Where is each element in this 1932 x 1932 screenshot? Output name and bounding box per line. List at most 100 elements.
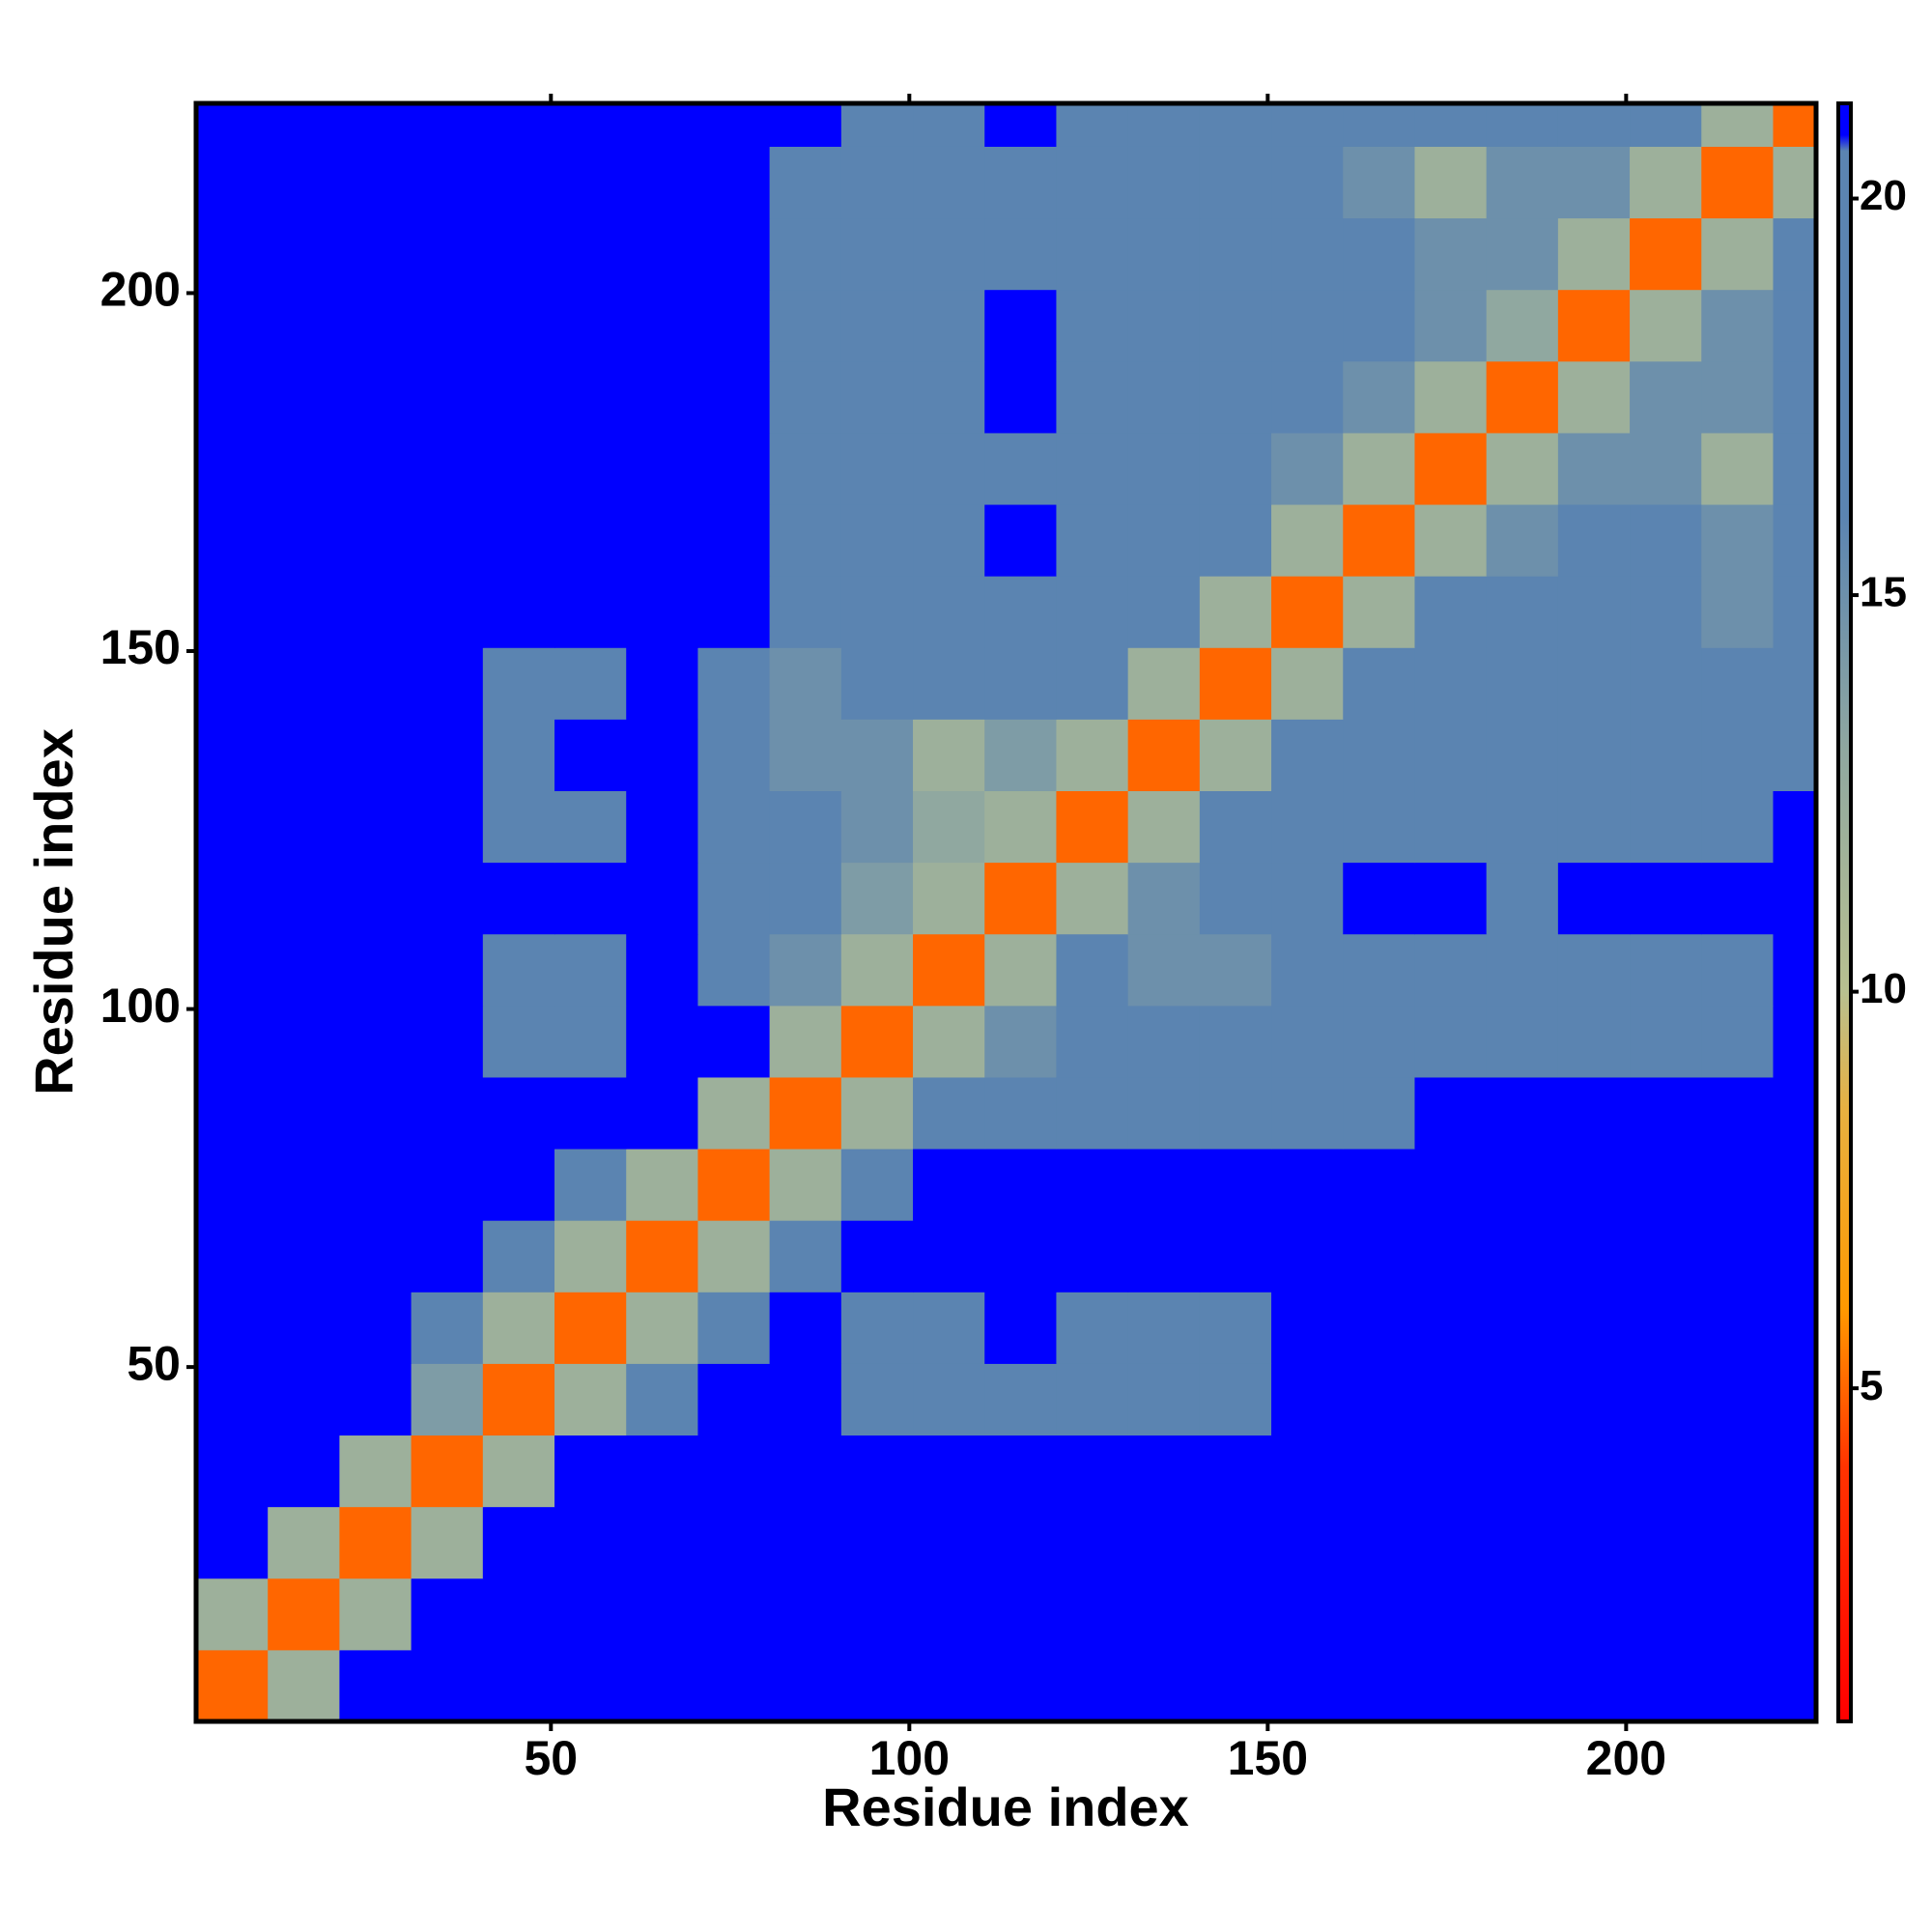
heatmap-cell: [554, 1577, 627, 1651]
heatmap-cell: [1343, 719, 1415, 792]
heatmap-cell: [626, 576, 698, 648]
heatmap-cell: [339, 790, 412, 864]
heatmap-cell: [1199, 719, 1272, 792]
heatmap-cell: [339, 504, 412, 577]
heatmap-cell: [1199, 1506, 1272, 1579]
heatmap-cell: [1773, 1577, 1817, 1651]
heatmap-cell: [1199, 146, 1272, 219]
heatmap-cell: [1056, 576, 1129, 648]
heatmap-cell: [769, 432, 842, 505]
heatmap-cell: [1773, 289, 1817, 362]
heatmap-cell: [1773, 719, 1817, 792]
heatmap-cell: [1486, 933, 1559, 1007]
heatmap-cell: [1127, 1292, 1201, 1364]
heatmap-cell: [1486, 217, 1559, 291]
heatmap-cell: [1343, 432, 1415, 505]
heatmap-cell: [626, 862, 698, 935]
heatmap-cell: [1127, 289, 1201, 362]
heatmap-cell: [1127, 217, 1201, 291]
heatmap-cell: [1701, 1506, 1774, 1579]
heatmap-cell: [1630, 432, 1702, 505]
heatmap-cell: [840, 1292, 914, 1364]
heatmap-cell: [697, 862, 771, 935]
heatmap-cell: [1557, 790, 1631, 864]
heatmap-cell: [554, 217, 627, 291]
heatmap-cell: [1486, 1220, 1559, 1293]
heatmap-cell: [913, 1005, 985, 1078]
heatmap-cell: [626, 103, 698, 147]
heatmap-cell: [1199, 1220, 1272, 1293]
heatmap-cell: [1271, 1076, 1344, 1150]
heatmap-cell: [840, 1506, 914, 1579]
heatmap-cell: [339, 1435, 412, 1508]
heatmap-cell: [196, 1649, 269, 1722]
heatmap-cell: [626, 1435, 698, 1508]
heatmap-cell: [913, 576, 985, 648]
heatmap-cell: [482, 790, 555, 864]
heatmap-cell: [1486, 1577, 1559, 1651]
heatmap-cell: [1271, 360, 1344, 434]
heatmap-cell: [1414, 1649, 1488, 1722]
heatmap-cell: [1486, 1149, 1559, 1221]
heatmap-cell: [196, 933, 269, 1007]
heatmap-cell: [1056, 360, 1129, 434]
heatmap-cell: [984, 719, 1057, 792]
heatmap-cell: [1630, 647, 1702, 720]
heatmap-cell: [1773, 1649, 1817, 1722]
heatmap-cell: [1557, 217, 1631, 291]
heatmap-cell: [1127, 1005, 1201, 1078]
heatmap-cell: [984, 1649, 1057, 1722]
heatmap-cell: [626, 1577, 698, 1651]
heatmap-cell: [554, 1363, 627, 1436]
heatmap-cell: [1056, 1005, 1129, 1078]
heatmap-cell: [1414, 576, 1488, 648]
heatmap-cell: [482, 862, 555, 935]
heatmap-cell: [554, 360, 627, 434]
heatmap-cell: [411, 289, 484, 362]
heatmap-cell: [554, 647, 627, 720]
heatmap-cell: [1701, 1577, 1774, 1651]
heatmap-cell: [626, 647, 698, 720]
heatmap-cell: [1701, 360, 1774, 434]
heatmap-cell: [554, 1076, 627, 1150]
heatmap-cell: [1127, 103, 1201, 147]
heatmap-cell: [1486, 862, 1559, 935]
heatmap-cell: [1701, 103, 1774, 147]
heatmap-cell: [482, 1506, 555, 1579]
heatmap-cell: [697, 1649, 771, 1722]
heatmap-cell: [1127, 1076, 1201, 1150]
heatmap-cell: [769, 647, 842, 720]
heatmap-cell: [1630, 1149, 1702, 1221]
heatmap-cell: [626, 933, 698, 1007]
heatmap-cell: [339, 576, 412, 648]
plot-frame: [193, 100, 1819, 1724]
heatmap-cell: [769, 1435, 842, 1508]
heatmap-cell: [769, 933, 842, 1007]
heatmap-cell: [1271, 1577, 1344, 1651]
heatmap: [196, 103, 1817, 1722]
heatmap-cell: [1630, 1506, 1702, 1579]
heatmap-cell: [1414, 1292, 1488, 1364]
heatmap-cell: [1630, 933, 1702, 1007]
heatmap-cell: [339, 103, 412, 147]
heatmap-cell: [268, 217, 340, 291]
heatmap-cell: [1056, 933, 1129, 1007]
heatmap-cell: [268, 1220, 340, 1293]
heatmap-cell: [1271, 1435, 1344, 1508]
heatmap-cell: [984, 1435, 1057, 1508]
heatmap-cell: [769, 1292, 842, 1364]
heatmap-cell: [913, 432, 985, 505]
heatmap-cell: [984, 1292, 1057, 1364]
heatmap-cell: [840, 432, 914, 505]
heatmap-cell: [196, 1076, 269, 1150]
heatmap-cell: [1056, 289, 1129, 362]
heatmap-cell: [697, 790, 771, 864]
heatmap-cell: [339, 1649, 412, 1722]
heatmap-cell: [1199, 1076, 1272, 1150]
heatmap-cell: [1701, 1363, 1774, 1436]
heatmap-cell: [984, 576, 1057, 648]
heatmap-cell: [1701, 576, 1774, 648]
heatmap-cell: [339, 1363, 412, 1436]
heatmap-cell: [1701, 1149, 1774, 1221]
heatmap-cell: [697, 576, 771, 648]
